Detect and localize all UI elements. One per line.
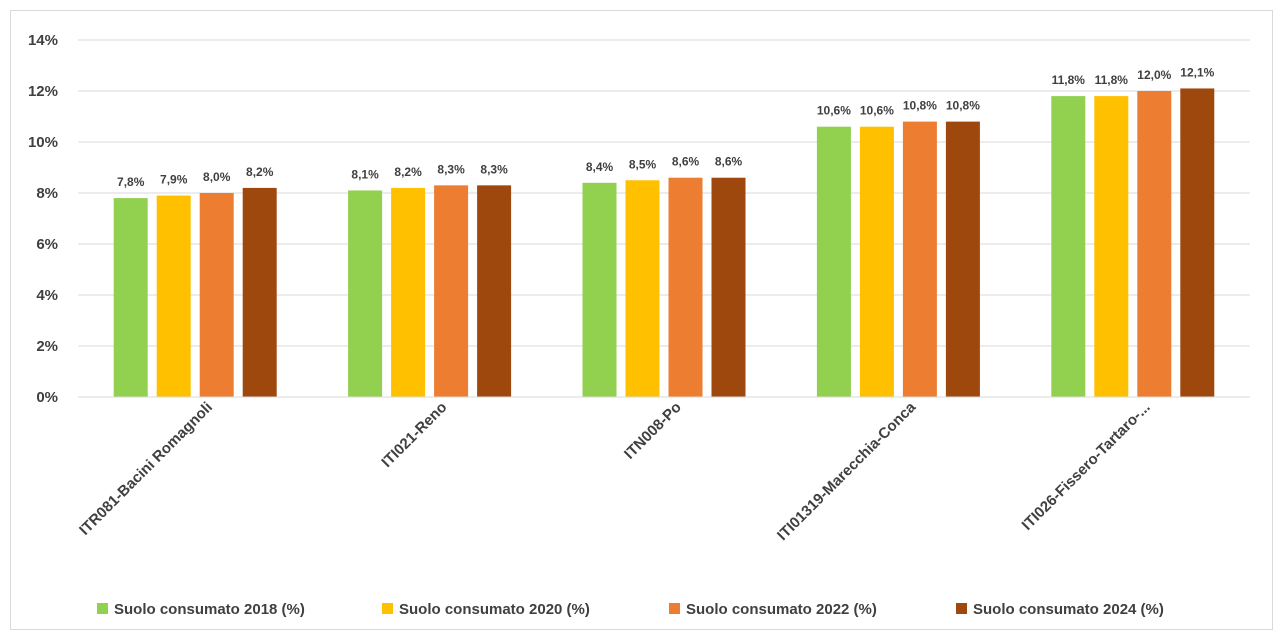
legend-label: Suolo consumato 2018 (%) — [114, 601, 305, 618]
bar — [434, 185, 469, 397]
legend: Suolo consumato 2018 (%) Suolo consumato … — [97, 601, 1164, 618]
data-label: 8,4% — [586, 160, 614, 174]
data-label: 8,2% — [246, 165, 274, 179]
legend-label: Suolo consumato 2022 (%) — [686, 601, 877, 618]
legend-label: Suolo consumato 2020 (%) — [399, 601, 590, 618]
bar — [391, 187, 426, 397]
bar — [859, 126, 894, 397]
x-axis: ITR081-Bacini Romagnoli ITI021-Reno ITN008… — [76, 396, 1250, 544]
bar — [668, 177, 703, 397]
bar — [711, 177, 746, 397]
bar — [582, 182, 617, 397]
x-category-label: ITI021-Reno — [378, 399, 450, 471]
data-label: 12,0% — [1137, 68, 1171, 82]
legend-swatch — [669, 603, 680, 614]
y-tick-label: 8% — [36, 185, 58, 202]
x-category-label: ITI01319-Marecchia-Conca — [774, 398, 920, 544]
x-category-label: ITN008-Po — [621, 399, 685, 463]
legend-label: Suolo consumato 2024 (%) — [973, 601, 1164, 618]
bar — [113, 198, 148, 397]
bar — [1180, 88, 1215, 397]
y-tick-label: 0% — [36, 389, 58, 406]
data-label: 8,6% — [672, 155, 700, 169]
bar — [902, 121, 937, 397]
y-tick-label: 2% — [36, 338, 58, 355]
legend-swatch — [956, 603, 967, 614]
bar — [348, 190, 383, 397]
data-label: 8,3% — [480, 162, 508, 176]
data-label: 11,8% — [1095, 73, 1129, 87]
data-label: 8,6% — [715, 155, 743, 169]
bar — [242, 187, 277, 397]
bar — [945, 121, 980, 397]
x-category-label: ITI026-Fissero-Tartaro-... — [1019, 399, 1154, 534]
data-label: 7,9% — [160, 173, 188, 187]
data-label: 11,8% — [1052, 73, 1086, 87]
data-label: 8,1% — [351, 167, 379, 181]
data-label: 8,5% — [629, 157, 657, 171]
bar — [816, 126, 851, 397]
bar — [156, 195, 191, 397]
bar — [1094, 96, 1129, 397]
data-label: 8,2% — [394, 165, 422, 179]
data-label: 10,6% — [860, 104, 894, 118]
data-label: 10,6% — [817, 104, 851, 118]
y-tick-label: 14% — [28, 32, 58, 49]
legend-swatch — [97, 603, 108, 614]
data-label: 10,8% — [903, 99, 937, 113]
legend-swatch — [382, 603, 393, 614]
y-tick-label: 10% — [28, 134, 58, 151]
bar — [477, 185, 512, 397]
data-label: 8,0% — [203, 170, 231, 184]
bar — [625, 180, 660, 397]
y-axis: 0% 2% 4% 6% 8% 10% 12% 14% — [28, 32, 58, 406]
data-label: 8,3% — [437, 162, 465, 176]
bar — [199, 193, 234, 397]
bar — [1137, 91, 1172, 397]
bar — [1051, 96, 1086, 397]
y-tick-label: 4% — [36, 287, 58, 304]
y-tick-label: 12% — [28, 83, 58, 100]
data-labels: 7,8% 7,9% 8,0% 8,2% 8,1% 8,2% 8,3% 8,3% 8,4% 8,5%… — [117, 65, 1215, 189]
x-category-label: ITR081-Bacini Romagnoli — [76, 399, 216, 539]
y-tick-label: 6% — [36, 236, 58, 253]
data-label: 7,8% — [117, 175, 145, 189]
data-label: 12,1% — [1180, 65, 1214, 79]
bars — [113, 88, 1215, 397]
data-label: 10,8% — [946, 99, 980, 113]
